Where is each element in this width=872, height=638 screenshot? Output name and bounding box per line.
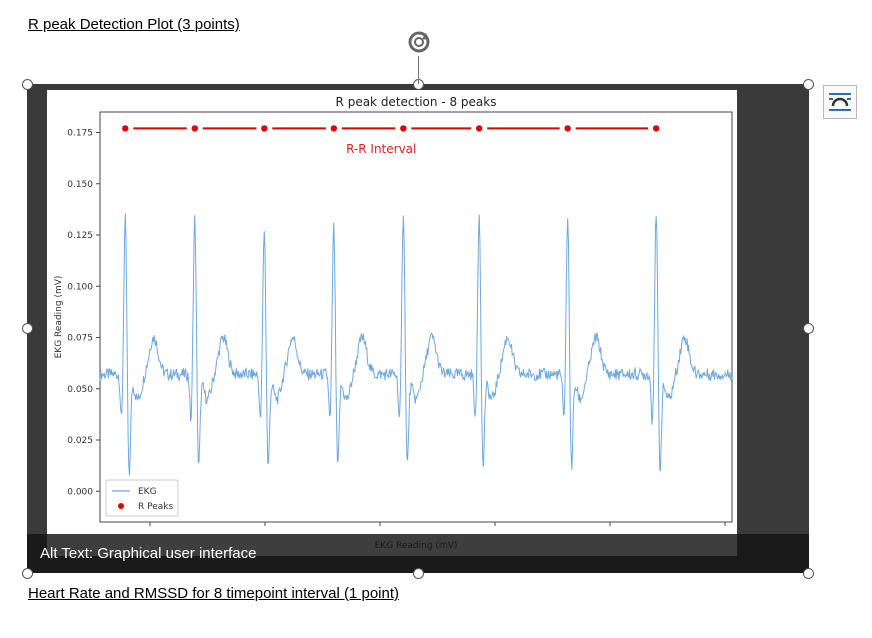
- alt-text-bar: Alt Text: Graphical user interface: [27, 534, 809, 573]
- doc-heading-heart-rate: Heart Rate and RMSSD for 8 timepoint int…: [28, 585, 399, 602]
- resize-handle-bottom-center[interactable]: [413, 568, 424, 579]
- legend-ekg-label: EKG: [138, 487, 157, 497]
- rotate-stem: [418, 56, 419, 84]
- r-peak-point-0: [122, 125, 129, 132]
- r-peak-point-4: [400, 125, 407, 132]
- r-peak-point-7: [652, 125, 660, 132]
- y-axis-label: EKG Reading (mV): [54, 276, 64, 359]
- r-peak-point-3: [330, 125, 338, 132]
- ekg-series-line: [99, 213, 733, 476]
- resize-handle-bottom-right[interactable]: [803, 568, 814, 579]
- y-tick-label-4: 0.100: [67, 282, 93, 292]
- y-tick-label-0: 0.000: [67, 487, 93, 497]
- legend-peaks-label: R Peaks: [138, 502, 173, 512]
- y-tick-label-7: 0.175: [67, 129, 93, 139]
- rotate-handle-icon[interactable]: [405, 28, 433, 56]
- layout-options-icon[interactable]: [823, 85, 857, 119]
- y-tick-label-1: 0.025: [67, 436, 93, 446]
- alt-text-label: Alt Text: Graphical user interface: [40, 545, 257, 562]
- y-tick-label-6: 0.150: [67, 180, 93, 190]
- chart-svg: R peak detection - 8 peaks 0.000 0.025 0.05…: [54, 95, 733, 551]
- r-peak-point-2: [261, 125, 268, 132]
- chart-image[interactable]: R peak detection - 8 peaks 0.000 0.025 0.05…: [47, 90, 737, 556]
- rr-interval-annotation: R-R Interval: [346, 142, 416, 156]
- resize-handle-middle-left[interactable]: [22, 323, 33, 334]
- resize-handle-middle-right[interactable]: [803, 323, 814, 334]
- y-tick-label-3: 0.075: [67, 334, 93, 344]
- legend-box: [105, 479, 179, 517]
- resize-handle-top-left[interactable]: [22, 79, 33, 90]
- r-peak-point-6: [564, 125, 571, 132]
- legend-peaks-swatch: [118, 503, 124, 509]
- resize-handle-bottom-left[interactable]: [22, 568, 33, 579]
- doc-heading-rpeak: R peak Detection Plot (3 points): [28, 16, 240, 33]
- resize-handle-top-right[interactable]: [803, 79, 814, 90]
- y-tick-label-5: 0.125: [67, 231, 93, 241]
- r-peak-point-5: [476, 125, 483, 132]
- plot-frame: [99, 111, 733, 523]
- chart-title: R peak detection - 8 peaks: [336, 95, 497, 109]
- r-peak-point-1: [191, 125, 198, 132]
- y-tick-label-2: 0.050: [67, 385, 93, 395]
